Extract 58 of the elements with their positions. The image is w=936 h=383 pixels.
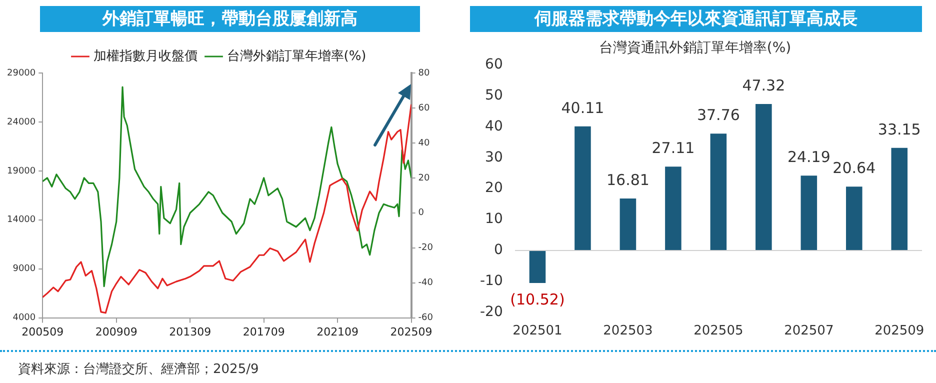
bar	[574, 126, 591, 250]
bar	[665, 166, 682, 250]
bar	[620, 198, 636, 250]
y-tick-label: 24000	[6, 117, 36, 128]
y-tick-label: 0	[494, 242, 503, 258]
x-tick-label: 202109	[316, 325, 359, 338]
data-label: 37.76	[696, 106, 740, 124]
y-tick-label: 4000	[12, 313, 36, 324]
x-tick-label: 201709	[242, 325, 285, 338]
y2-tick-label: 40	[418, 138, 430, 148]
y-tick-label: 29000	[6, 68, 36, 78]
y2-tick-label: 60	[418, 103, 430, 114]
x-tick-label: 202509	[874, 324, 924, 339]
data-label: 16.81	[606, 170, 650, 189]
bar	[710, 134, 727, 250]
y2-tick-label: 80	[418, 68, 430, 78]
x-tick-label: 201309	[169, 325, 212, 338]
bar	[756, 104, 772, 250]
source-note: 資料來源：台灣證交所、經濟部；2025/9	[18, 361, 259, 378]
y-tick-label: 9000	[12, 264, 36, 274]
y2-tick-label: -40	[418, 278, 434, 288]
chart-title: 外銷訂單暢旺，帶動台股屢創新高	[40, 6, 420, 32]
y-tick-label: 20	[485, 180, 503, 196]
data-label: 24.19	[787, 148, 830, 166]
chart-title: 伺服器需求帶動今年以來資通訊訂單高成長	[470, 6, 922, 32]
data-label: 40.11	[561, 98, 604, 117]
bar	[891, 148, 908, 250]
legend-label: 台灣外銷訂單年增率(%)	[226, 48, 366, 64]
y-tick-label: 40	[485, 118, 503, 134]
y-tick-label: -10	[480, 273, 503, 290]
x-tick-label: 202501	[512, 324, 562, 339]
x-tick-label: 200909	[95, 325, 138, 338]
bar	[529, 251, 546, 284]
bar	[800, 176, 818, 250]
x-tick-label: 202503	[603, 324, 653, 339]
bar	[846, 186, 862, 250]
data-label: 20.64	[832, 159, 876, 178]
data-label: 33.15	[878, 120, 921, 138]
y-tick-label: 14000	[6, 215, 36, 226]
y2-tick-label: -60	[418, 313, 434, 324]
y2-tick-label: -20	[418, 243, 434, 254]
legend-label: 加權指數月收盤價	[93, 48, 198, 64]
y-tick-label: 10	[485, 211, 503, 228]
y-tick-label: 60	[485, 56, 503, 72]
data-label: 27.11	[652, 138, 695, 157]
data-label: (10.52)	[510, 290, 565, 308]
x-tick-label: 202507	[784, 324, 834, 339]
x-tick-label: 202505	[694, 324, 744, 339]
y2-tick-label: 0	[418, 208, 424, 218]
y-tick-label: 30	[485, 149, 503, 166]
y-tick-label: 19000	[6, 166, 36, 176]
chart-subtitle: 台灣資通訊外銷訂單年增率(%)	[598, 40, 792, 56]
y2-tick-label: 20	[418, 173, 430, 184]
x-tick-label: 200509	[22, 325, 64, 338]
y-tick-label: 50	[485, 87, 503, 104]
y-tick-label: -20	[480, 304, 503, 320]
data-label: 47.32	[742, 76, 786, 94]
x-tick-label: 202509	[390, 325, 432, 338]
